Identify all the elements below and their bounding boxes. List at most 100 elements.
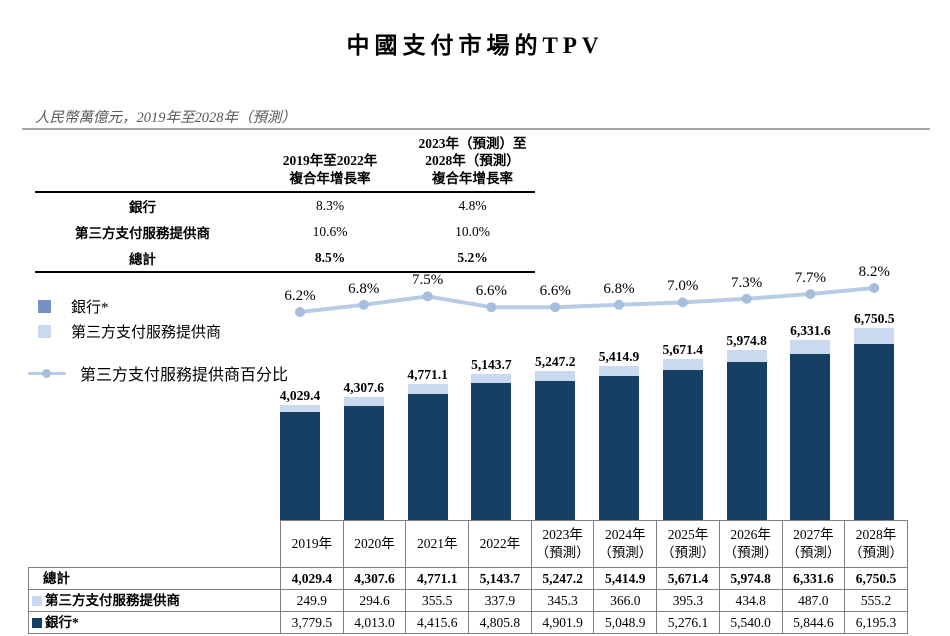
bank-swatch-icon bbox=[32, 617, 42, 628]
table-value-cell: 5,143.7 bbox=[468, 567, 532, 590]
year-header-line: （預測） bbox=[598, 545, 653, 560]
legend-item-bank: 銀行* bbox=[38, 296, 109, 317]
cagr-blank-header bbox=[35, 133, 250, 193]
cagr-row-label: 銀行 bbox=[129, 199, 156, 215]
bar-2020年 bbox=[343, 397, 384, 520]
bar-segment-third-party bbox=[662, 358, 703, 370]
bar-segment-bank bbox=[599, 376, 639, 520]
bar-2023年（預測） bbox=[535, 370, 576, 520]
cagr-value: 8.5% bbox=[250, 244, 410, 273]
row-label: 第三方支付服務提供商 bbox=[45, 592, 180, 608]
bar-total-label: 5,143.7 bbox=[471, 356, 512, 372]
row-label: 總計 bbox=[43, 570, 70, 586]
pct-label: 6.8% bbox=[348, 280, 380, 297]
pct-label: 6.6% bbox=[539, 283, 571, 300]
year-header-line: 2021年 bbox=[416, 536, 458, 552]
bar-segment-third-party bbox=[854, 327, 895, 344]
bar-2026年（預測） bbox=[726, 350, 767, 520]
pct-label: 7.0% bbox=[667, 278, 699, 295]
line-marker-icon bbox=[28, 368, 66, 379]
table-value-cell: 5,276.1 bbox=[656, 611, 720, 634]
third-party-swatch-icon bbox=[38, 325, 51, 338]
line-marker bbox=[741, 293, 752, 304]
table-value-cell: 555.2 bbox=[844, 589, 908, 612]
row-label-cell: 銀行* bbox=[28, 611, 281, 634]
bar-total-label: 4,029.4 bbox=[279, 388, 321, 404]
cagr-col1-header: 2019年至2022年 複合年增長率 bbox=[250, 133, 410, 193]
bar-segment-bank bbox=[407, 394, 448, 520]
cagr-row-label: 總計 bbox=[35, 244, 250, 273]
pct-label: 6.2% bbox=[284, 288, 316, 304]
cagr-col2-header: 2023年（預測）至 2028年（預測） 複合年增長率 bbox=[410, 133, 535, 193]
table-value-cell: 5,844.6 bbox=[781, 611, 846, 634]
horizontal-rule bbox=[22, 128, 930, 130]
table-value-cell: 337.9 bbox=[468, 589, 532, 612]
table-value-cell: 249.9 bbox=[280, 589, 344, 612]
line-marker bbox=[295, 307, 305, 317]
table-value-cell: 355.5 bbox=[405, 589, 470, 612]
year-header-line: （預測） bbox=[535, 545, 590, 560]
bar-total-label: 5,974.8 bbox=[726, 333, 767, 349]
pct-label: 7.5% bbox=[411, 272, 444, 289]
bar-segment-bank bbox=[280, 412, 320, 520]
pct-label: 8.2% bbox=[858, 264, 890, 280]
year-header-cell: 2022年 bbox=[468, 520, 532, 568]
bar-2019年 bbox=[280, 405, 320, 520]
cagr-value: 10.6% bbox=[312, 223, 348, 239]
table-value-cell: 345.3 bbox=[530, 589, 595, 612]
bar-segment-third-party bbox=[343, 397, 384, 406]
year-header-line: （預測） bbox=[849, 545, 904, 560]
year-header-cell: 2026年 （預測） bbox=[718, 520, 783, 568]
bar-total-label: 4,307.6 bbox=[343, 380, 385, 396]
line-marker bbox=[422, 291, 433, 302]
legend-item-third-party: 第三方支付服務提供商 bbox=[38, 321, 221, 342]
year-header-cell: 2019年 bbox=[280, 520, 344, 568]
page-title: 中國支付市場的TPV bbox=[346, 33, 604, 58]
bar-total-label: 6,750.5 bbox=[853, 310, 895, 326]
bar-segment-third-party bbox=[407, 384, 448, 395]
legend-label: 銀行* bbox=[71, 300, 109, 316]
bar-segment-third-party bbox=[280, 405, 320, 413]
table-value-cell: 5,540.0 bbox=[718, 611, 783, 634]
cagr-table: 2019年至2022年 複合年增長率 2023年（預測）至 2028年（預測） 複合年… bbox=[35, 133, 535, 273]
year-header-cell: 2027年 （預測） bbox=[781, 520, 846, 568]
pct-label: 6.8% bbox=[603, 280, 635, 297]
bottom-data-table: 2019年 2020年 2021年 2022年 2023年 （預測） 2024年 （預測） 20… bbox=[28, 520, 908, 634]
table-row: 銀行* 3,779.5 4,013.0 4,415.6 4,805.8 4,901.9 5,… bbox=[28, 611, 908, 634]
year-header-cell: 2025年 （預測） bbox=[656, 520, 720, 568]
bar-segment-bank bbox=[662, 369, 703, 520]
bar-segment-bank bbox=[726, 362, 767, 520]
table-value-cell: 434.8 bbox=[718, 589, 783, 612]
pct-label: 7.3% bbox=[730, 274, 763, 291]
year-header-cell: 2021年 bbox=[405, 520, 470, 568]
row-label-cell: 第三方支付服務提供商 bbox=[28, 589, 281, 612]
legend-label: 第三方支付服務提供商百分比 bbox=[80, 367, 289, 384]
pct-label: 7.7% bbox=[794, 270, 827, 286]
cagr-row-third-party: 第三方支付服務提供商 10.6% 10.0% bbox=[35, 219, 535, 245]
cagr-value: 4.8% bbox=[458, 197, 487, 213]
table-value-cell: 5,671.4 bbox=[656, 567, 720, 590]
bar-segment-bank bbox=[790, 353, 831, 520]
bar-2028年（預測） bbox=[854, 327, 895, 520]
year-header-line: 2025年 bbox=[667, 527, 709, 543]
bank-swatch-icon bbox=[38, 300, 51, 313]
cagr-value: 10.0% bbox=[455, 223, 490, 239]
bar-2025年（預測） bbox=[662, 358, 703, 520]
year-header-line: 2020年 bbox=[354, 536, 395, 552]
bar-2024年（預測） bbox=[599, 365, 639, 520]
legend-label: 第三方支付服務提供商 bbox=[71, 325, 222, 341]
bar-segment-bank bbox=[535, 380, 576, 520]
bar-total-label: 5,414.9 bbox=[598, 348, 640, 364]
bar-segment-third-party bbox=[535, 370, 576, 381]
year-header-line: 2022年 bbox=[479, 536, 521, 552]
line-marker bbox=[805, 289, 816, 299]
table-value-cell: 4,013.0 bbox=[342, 611, 407, 634]
table-value-cell: 4,805.8 bbox=[468, 611, 532, 634]
bar-total-label: 5,671.4 bbox=[662, 341, 704, 357]
cagr-row-label: 第三方支付服務提供商 bbox=[75, 225, 210, 241]
cagr-value: 5.2% bbox=[410, 244, 535, 273]
year-header-line: 2024年 bbox=[605, 527, 646, 543]
line-marker bbox=[486, 302, 497, 313]
table-value-cell: 4,029.4 bbox=[280, 567, 344, 590]
